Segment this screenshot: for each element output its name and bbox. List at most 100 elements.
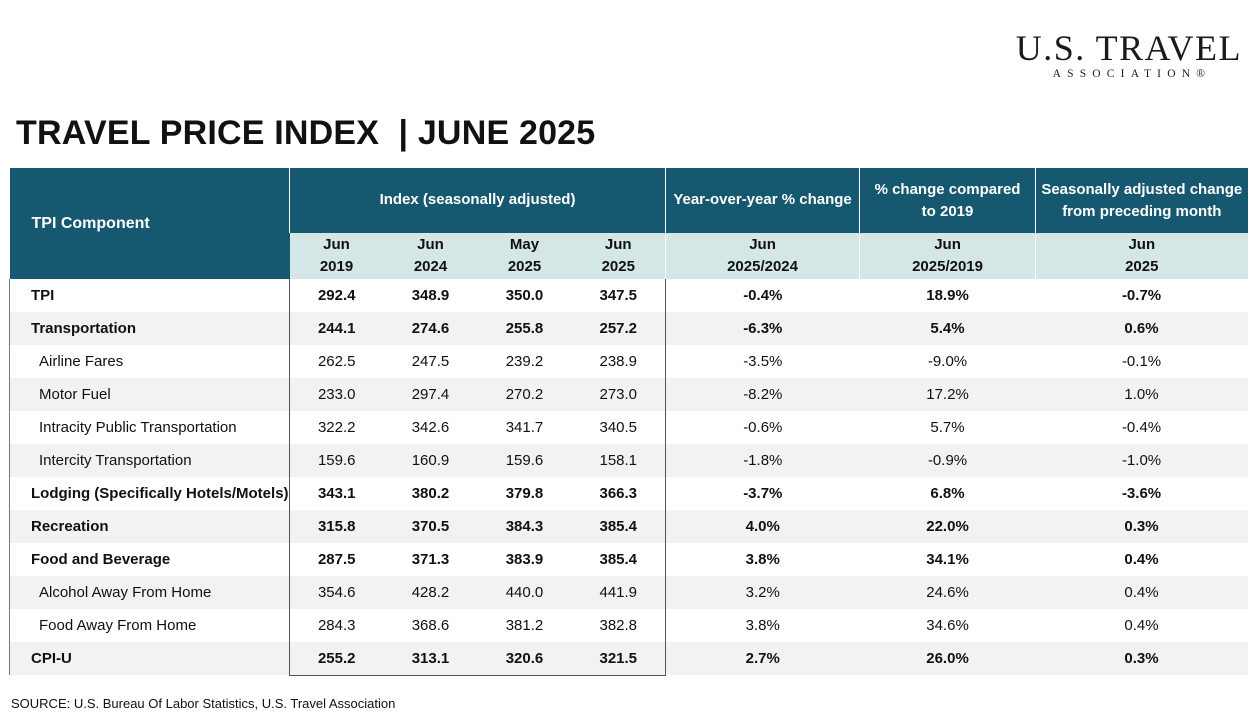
cell-vs-2019: 5.4% — [859, 312, 1036, 345]
table-row: Airline Fares 262.5 247.5 239.2 238.9 -3… — [9, 345, 1248, 378]
row-label: Food Away From Home — [9, 609, 290, 642]
cell-mom: 0.4% — [1035, 576, 1248, 609]
subheader-mom: Jun 2025 — [1035, 233, 1248, 279]
row-label: Recreation — [9, 510, 290, 543]
cell-vs-2019: 34.6% — [926, 617, 969, 634]
cell-jun-2024: 368.6 — [411, 617, 450, 634]
header-vs-2019: % change compared to 2019 — [859, 168, 1036, 233]
cell-yoy: -0.6% — [743, 419, 783, 436]
cell-jun-2019: 287.5 — [289, 543, 384, 576]
page-title: TRAVEL PRICE INDEX | JUNE 2025 — [16, 114, 596, 152]
cell-yoy: -1.8% — [665, 444, 860, 477]
cell-may-2025: 270.2 — [477, 378, 572, 411]
cell-jun-2025: 257.2 — [571, 312, 667, 345]
cell-may-2025: 255.8 — [477, 312, 572, 345]
cell-jun-2019: 233.0 — [289, 378, 384, 411]
table-row: Alcohol Away From Home 354.6 428.2 440.0… — [9, 576, 1248, 609]
cell-jun-2024: 274.6 — [383, 312, 478, 345]
cell-jun-2019: 255.2 — [289, 642, 384, 676]
cell-jun-2024: 370.5 — [383, 510, 478, 543]
cell-jun-2025: 340.5 — [571, 411, 667, 444]
cell-mom: -1.0% — [1035, 444, 1248, 477]
cell-yoy: -6.3% — [665, 312, 860, 345]
cell-jun-2025: 238.9 — [571, 345, 667, 378]
header-index: Index (seasonally adjusted) — [288, 168, 666, 233]
cell-yoy: -3.5% — [743, 353, 783, 370]
cell-vs-2019: 26.0% — [859, 642, 1036, 675]
cell-mom: -0.7% — [1121, 287, 1162, 304]
subheader-jun-2025: Jun 2025 — [571, 233, 666, 279]
logo-subtitle: ASSOCIATION® — [1052, 68, 1212, 80]
cell-mom: 0.3% — [1035, 510, 1248, 543]
cell-may-2025: 379.8 — [505, 485, 544, 502]
table-row: TPI 292.4 348.9 350.0 347.5 -0.4% 18.9% … — [9, 279, 1248, 312]
cell-jun-2024: 348.9 — [411, 287, 450, 304]
cell-jun-2024: 342.6 — [411, 419, 450, 436]
cell-jun-2024: 313.1 — [383, 642, 478, 676]
cell-may-2025: 239.2 — [505, 353, 544, 370]
row-label: Transportation — [9, 312, 290, 345]
table-header-row: TPI Component Index (seasonally adjusted… — [9, 168, 1248, 279]
subheader-vs-2019: Jun 2025/2019 — [859, 233, 1036, 279]
cell-jun-2019: 284.3 — [289, 609, 384, 642]
cell-jun-2019: 315.8 — [289, 510, 384, 543]
subheader-jun-2024: Jun 2024 — [383, 233, 478, 279]
cell-jun-2019: 159.6 — [289, 444, 384, 477]
cell-may-2025: 341.7 — [505, 419, 544, 436]
table-row: Lodging (Specifically Hotels/Motels) 343… — [9, 477, 1248, 510]
subheader-may-2025: May 2025 — [477, 233, 572, 279]
cell-may-2025: 320.6 — [477, 642, 572, 676]
cell-may-2025: 159.6 — [477, 444, 572, 477]
table-row: Recreation 315.8 370.5 384.3 385.4 4.0% … — [9, 510, 1248, 543]
cell-vs-2019: 17.2% — [859, 378, 1036, 411]
cell-jun-2025: 382.8 — [571, 609, 667, 642]
table-row: Transportation 244.1 274.6 255.8 257.2 -… — [9, 312, 1248, 345]
table-row: Food Away From Home 284.3 368.6 381.2 38… — [9, 609, 1248, 642]
cell-vs-2019: 6.8% — [930, 485, 965, 502]
cell-jun-2019: 262.5 — [289, 345, 384, 378]
cell-yoy: -0.4% — [743, 287, 783, 304]
cell-may-2025: 383.9 — [505, 551, 544, 568]
cell-vs-2019: 24.6% — [859, 576, 1036, 609]
row-label: Food and Beverage — [9, 543, 290, 576]
cell-yoy: 4.0% — [665, 510, 860, 543]
us-travel-logo: U.S. TRAVEL ASSOCIATION® — [1016, 30, 1242, 80]
cell-yoy: 3.8% — [745, 617, 780, 634]
cell-jun-2024: 380.2 — [411, 485, 450, 502]
row-label: Motor Fuel — [9, 378, 290, 411]
cell-may-2025: 384.3 — [477, 510, 572, 543]
cell-jun-2019: 292.4 — [289, 279, 384, 312]
header-component: TPI Component — [9, 168, 290, 279]
cell-jun-2025: 441.9 — [571, 576, 667, 609]
subheader-yoy: Jun 2025/2024 — [665, 233, 860, 279]
cell-mom: 0.6% — [1035, 312, 1248, 345]
cell-jun-2024: 247.5 — [411, 353, 450, 370]
cell-yoy: -8.2% — [665, 378, 860, 411]
cell-jun-2019: 244.1 — [289, 312, 384, 345]
table-subheader-row: Jun 2019 Jun 2024 May 2025 Jun 2025 Jun 2025/… — [10, 233, 1248, 279]
cell-may-2025: 381.2 — [505, 617, 544, 634]
cell-mom: -0.4% — [1121, 419, 1162, 436]
cell-mom: 0.3% — [1035, 642, 1248, 675]
cell-mom: -0.1% — [1121, 353, 1162, 370]
cell-jun-2019: 322.2 — [289, 411, 384, 444]
header-yoy: Year-over-year % change — [665, 168, 860, 233]
table-row: Intercity Transportation 159.6 160.9 159… — [9, 444, 1248, 477]
cell-yoy: -3.7% — [743, 485, 783, 502]
cell-jun-2019: 354.6 — [289, 576, 384, 609]
cell-jun-2025: 273.0 — [571, 378, 667, 411]
cell-jun-2025: 366.3 — [571, 477, 667, 510]
cell-jun-2025: 321.5 — [571, 642, 667, 676]
cell-vs-2019: -0.9% — [859, 444, 1036, 477]
row-label: Airline Fares — [9, 345, 290, 378]
tpi-table: TPI Component Index (seasonally adjusted… — [9, 168, 1248, 676]
cell-yoy: 2.7% — [665, 642, 860, 675]
cell-may-2025: 350.0 — [505, 287, 544, 304]
cell-vs-2019: 22.0% — [859, 510, 1036, 543]
cell-vs-2019: 18.9% — [926, 287, 969, 304]
row-label: Intercity Transportation — [9, 444, 290, 477]
subheader-jun-2019: Jun 2019 — [289, 233, 384, 279]
cell-jun-2024: 297.4 — [383, 378, 478, 411]
cell-jun-2025: 385.4 — [571, 543, 667, 576]
cell-jun-2024: 160.9 — [383, 444, 478, 477]
